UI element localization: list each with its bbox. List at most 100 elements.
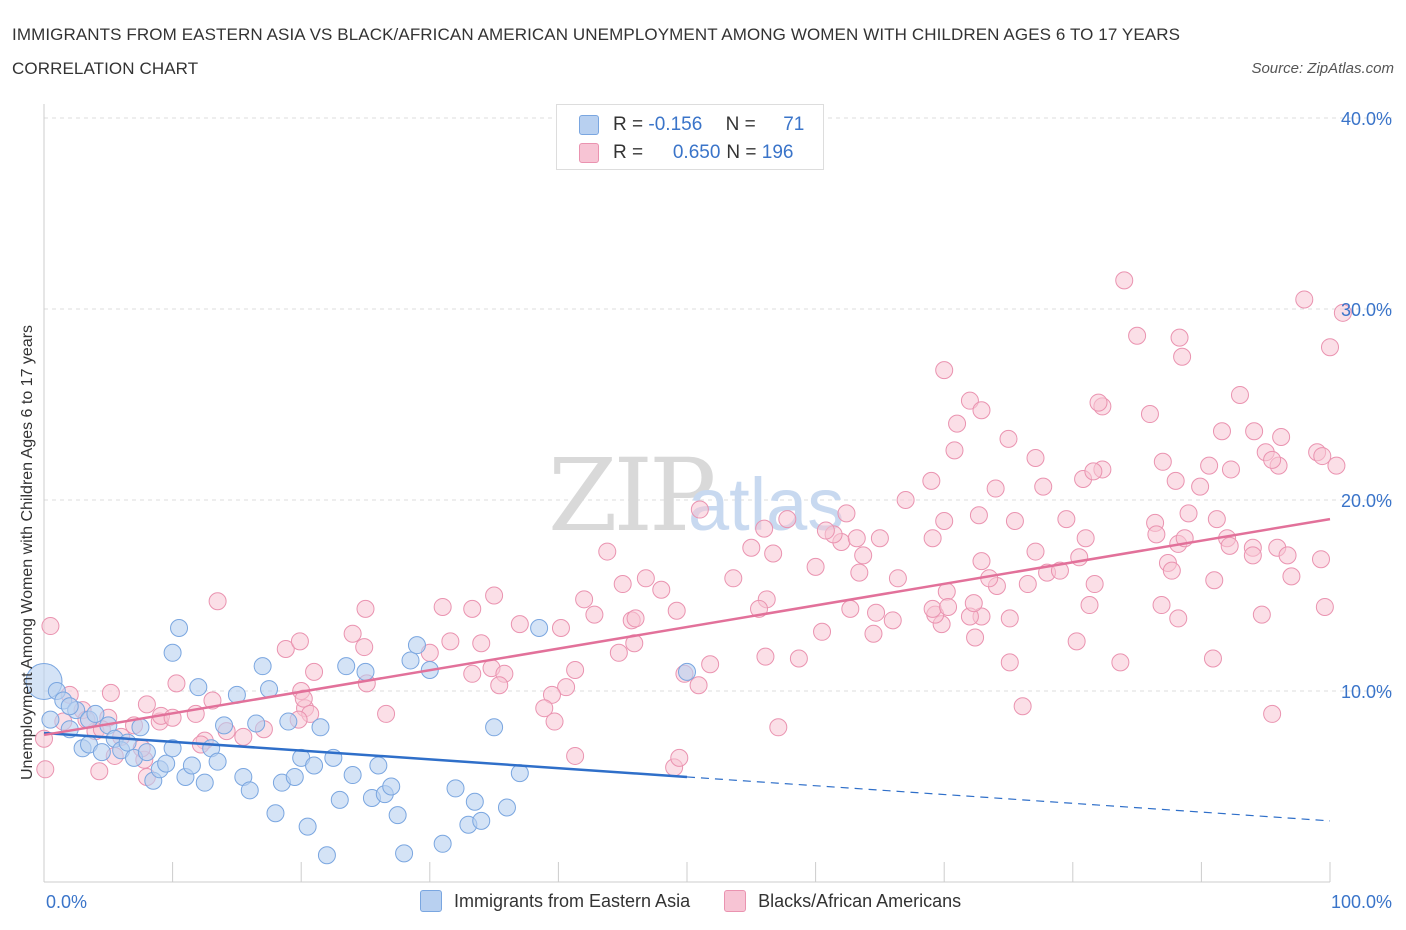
blue-point <box>285 767 304 786</box>
blue-point <box>395 844 414 863</box>
grid <box>44 117 1392 692</box>
watermark: ZIP atlas <box>548 437 844 554</box>
pink-point <box>972 401 991 420</box>
pink-point <box>841 599 860 618</box>
pink-point <box>1315 597 1334 616</box>
pink-point <box>1220 536 1239 555</box>
pink-point <box>167 674 186 693</box>
n-label: N = <box>725 114 756 135</box>
blue-point <box>60 697 79 716</box>
pink-point <box>90 762 109 781</box>
pink-point <box>1243 546 1262 565</box>
pink-point <box>922 471 941 490</box>
pink-point <box>1173 347 1192 366</box>
pink-point <box>1200 456 1219 475</box>
pink-point <box>1000 609 1019 628</box>
pink-point <box>847 529 866 548</box>
blue-point <box>382 777 401 796</box>
blue-point <box>208 752 227 771</box>
pink-point <box>1018 575 1037 594</box>
pink-point <box>1203 649 1222 668</box>
legend-swatch-blue <box>420 890 442 912</box>
pink-point <box>101 683 120 702</box>
blue-point <box>485 718 504 737</box>
pink-point <box>290 632 309 651</box>
pink-point <box>999 429 1018 448</box>
pink-point <box>1272 427 1291 446</box>
pink-point <box>485 586 504 605</box>
legend-swatch-pink <box>724 890 747 912</box>
blue-point <box>465 792 484 811</box>
pink-point <box>1313 447 1332 466</box>
pink-point <box>441 632 460 651</box>
pink-point <box>923 599 942 618</box>
y-axis-label: Unemployment Among Women with Children A… <box>19 324 36 780</box>
pink-point <box>864 624 883 643</box>
pink-point <box>1169 609 1188 628</box>
pink-point <box>1263 450 1282 469</box>
pink-point <box>972 552 991 571</box>
blue-point <box>195 773 214 792</box>
x-tick-label: 100.0% <box>1331 892 1392 912</box>
blue-point <box>472 811 491 830</box>
pink-point <box>1128 326 1147 345</box>
blue-point <box>41 710 60 729</box>
pink-point <box>1000 653 1019 672</box>
pink-point <box>1140 405 1159 424</box>
blue-point <box>497 798 516 817</box>
legend-label: Immigrants from Eastern Asia <box>454 890 691 911</box>
pink-point <box>613 575 632 594</box>
pink-point <box>36 760 55 779</box>
blue-point <box>330 790 349 809</box>
pink-point <box>1170 328 1189 347</box>
blue-swatch <box>579 115 599 135</box>
blue-point <box>369 756 388 775</box>
legend-item-eastern-asia: Immigrants from Eastern Asia <box>420 890 690 912</box>
pink-point <box>937 582 956 601</box>
pink-point <box>778 510 797 529</box>
pink-point <box>806 557 825 576</box>
pink-point <box>923 529 942 548</box>
y-tick-label: 40.0% <box>1341 109 1392 129</box>
x-tick-label: 0.0% <box>46 892 87 912</box>
pink-point <box>689 676 708 695</box>
r-label: R = <box>613 142 644 163</box>
pink-point <box>945 441 964 460</box>
pink-point <box>939 597 958 616</box>
pink-point <box>566 746 585 765</box>
pink-point <box>433 597 452 616</box>
pink-point <box>960 391 979 410</box>
pink-point <box>1245 422 1264 441</box>
stats-row-blue: R = -0.156 N = 71 <box>579 111 804 139</box>
blue-point <box>92 743 111 762</box>
pink-point <box>208 592 227 611</box>
pink-point <box>463 664 482 683</box>
chart-title: IMMIGRANTS FROM EASTERN ASIA VS BLACK/AF… <box>12 25 1181 78</box>
pink-point <box>1089 393 1108 412</box>
pink-point <box>566 660 585 679</box>
pink-point <box>463 599 482 618</box>
pink-point <box>1153 452 1172 471</box>
stats-legend: R = -0.156 N = 71 R = 0.650 N = 196 <box>556 104 824 170</box>
pink-point <box>377 704 396 723</box>
n-value: 71 <box>783 114 805 135</box>
blue-point <box>530 618 549 637</box>
pink-point <box>724 569 743 588</box>
pink-point <box>1115 271 1134 290</box>
pink-point <box>510 615 529 634</box>
pink-point <box>1207 510 1226 529</box>
pink-point <box>888 569 907 588</box>
n-label: N = <box>726 142 757 163</box>
pink-point <box>234 727 253 746</box>
stats-row-pink: R = 0.650 N = 196 <box>579 139 793 167</box>
blue-point <box>253 657 272 676</box>
pink-point <box>966 628 985 647</box>
pink-point <box>1166 471 1185 490</box>
r-value: -0.156 <box>648 114 703 135</box>
pink-point <box>1147 525 1166 544</box>
blue-point <box>388 806 407 825</box>
pink-point <box>701 655 720 674</box>
n-value: 196 <box>761 142 794 163</box>
pink-point <box>1252 605 1271 624</box>
pink-point <box>667 601 686 620</box>
